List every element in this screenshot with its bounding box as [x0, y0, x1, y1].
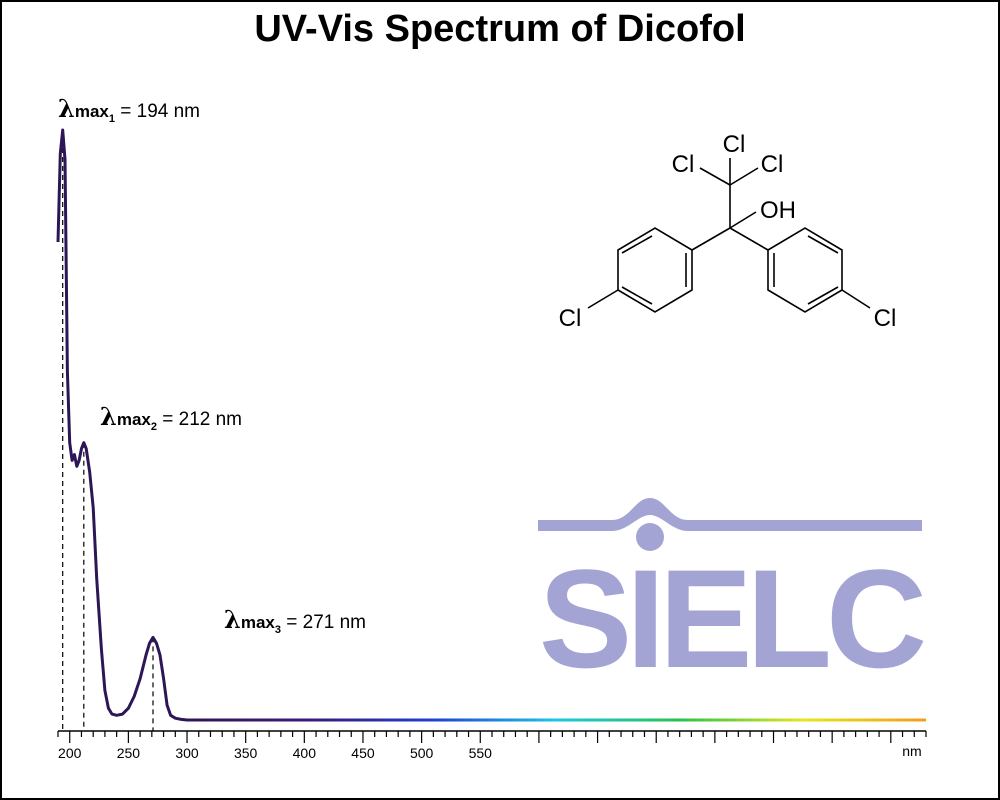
logo-swoosh	[538, 498, 922, 531]
x-tick-label: 550	[469, 745, 493, 761]
peak-label-3: λmax3 = 271 nm	[224, 605, 366, 636]
x-tick-label: 250	[117, 745, 141, 761]
left-ring	[617, 227, 693, 313]
peak-label-2: λmax2 = 212 nm	[100, 402, 242, 433]
peak-label-1: λmax1 = 194 nm	[58, 94, 200, 125]
x-tick-label: 400	[293, 745, 317, 761]
atom-cl-left: Cl	[672, 151, 695, 178]
x-tick-label: 500	[410, 745, 434, 761]
sielc-logo: SIELC	[538, 498, 930, 697]
atom-oh: OH	[760, 197, 796, 224]
x-tick-label: 350	[234, 745, 258, 761]
atom-cl-ring-left: Cl	[559, 305, 582, 332]
plot-area: 200 250 300 350 400 450 500 550 nm λmax1 = 194 nm…	[56, 94, 927, 761]
atom-cl-top: Cl	[723, 131, 746, 158]
x-tick-label: 200	[58, 745, 82, 761]
chart-title: UV-Vis Spectrum of Dicofol	[254, 8, 746, 50]
atom-cl-ring-right: Cl	[874, 305, 897, 332]
x-tick-label: 450	[351, 745, 375, 761]
right-ring	[767, 227, 843, 313]
logo-dot	[636, 523, 664, 551]
x-axis-unit-label: nm	[902, 743, 921, 759]
atom-cl-right: Cl	[761, 151, 784, 178]
dicofol-structure	[587, 158, 871, 313]
x-tick-label: 300	[175, 745, 199, 761]
spectrum-line	[56, 128, 926, 722]
logo-text: SIELC	[539, 540, 924, 697]
atom-labels: Cl Cl Cl OH Cl Cl	[559, 131, 897, 332]
